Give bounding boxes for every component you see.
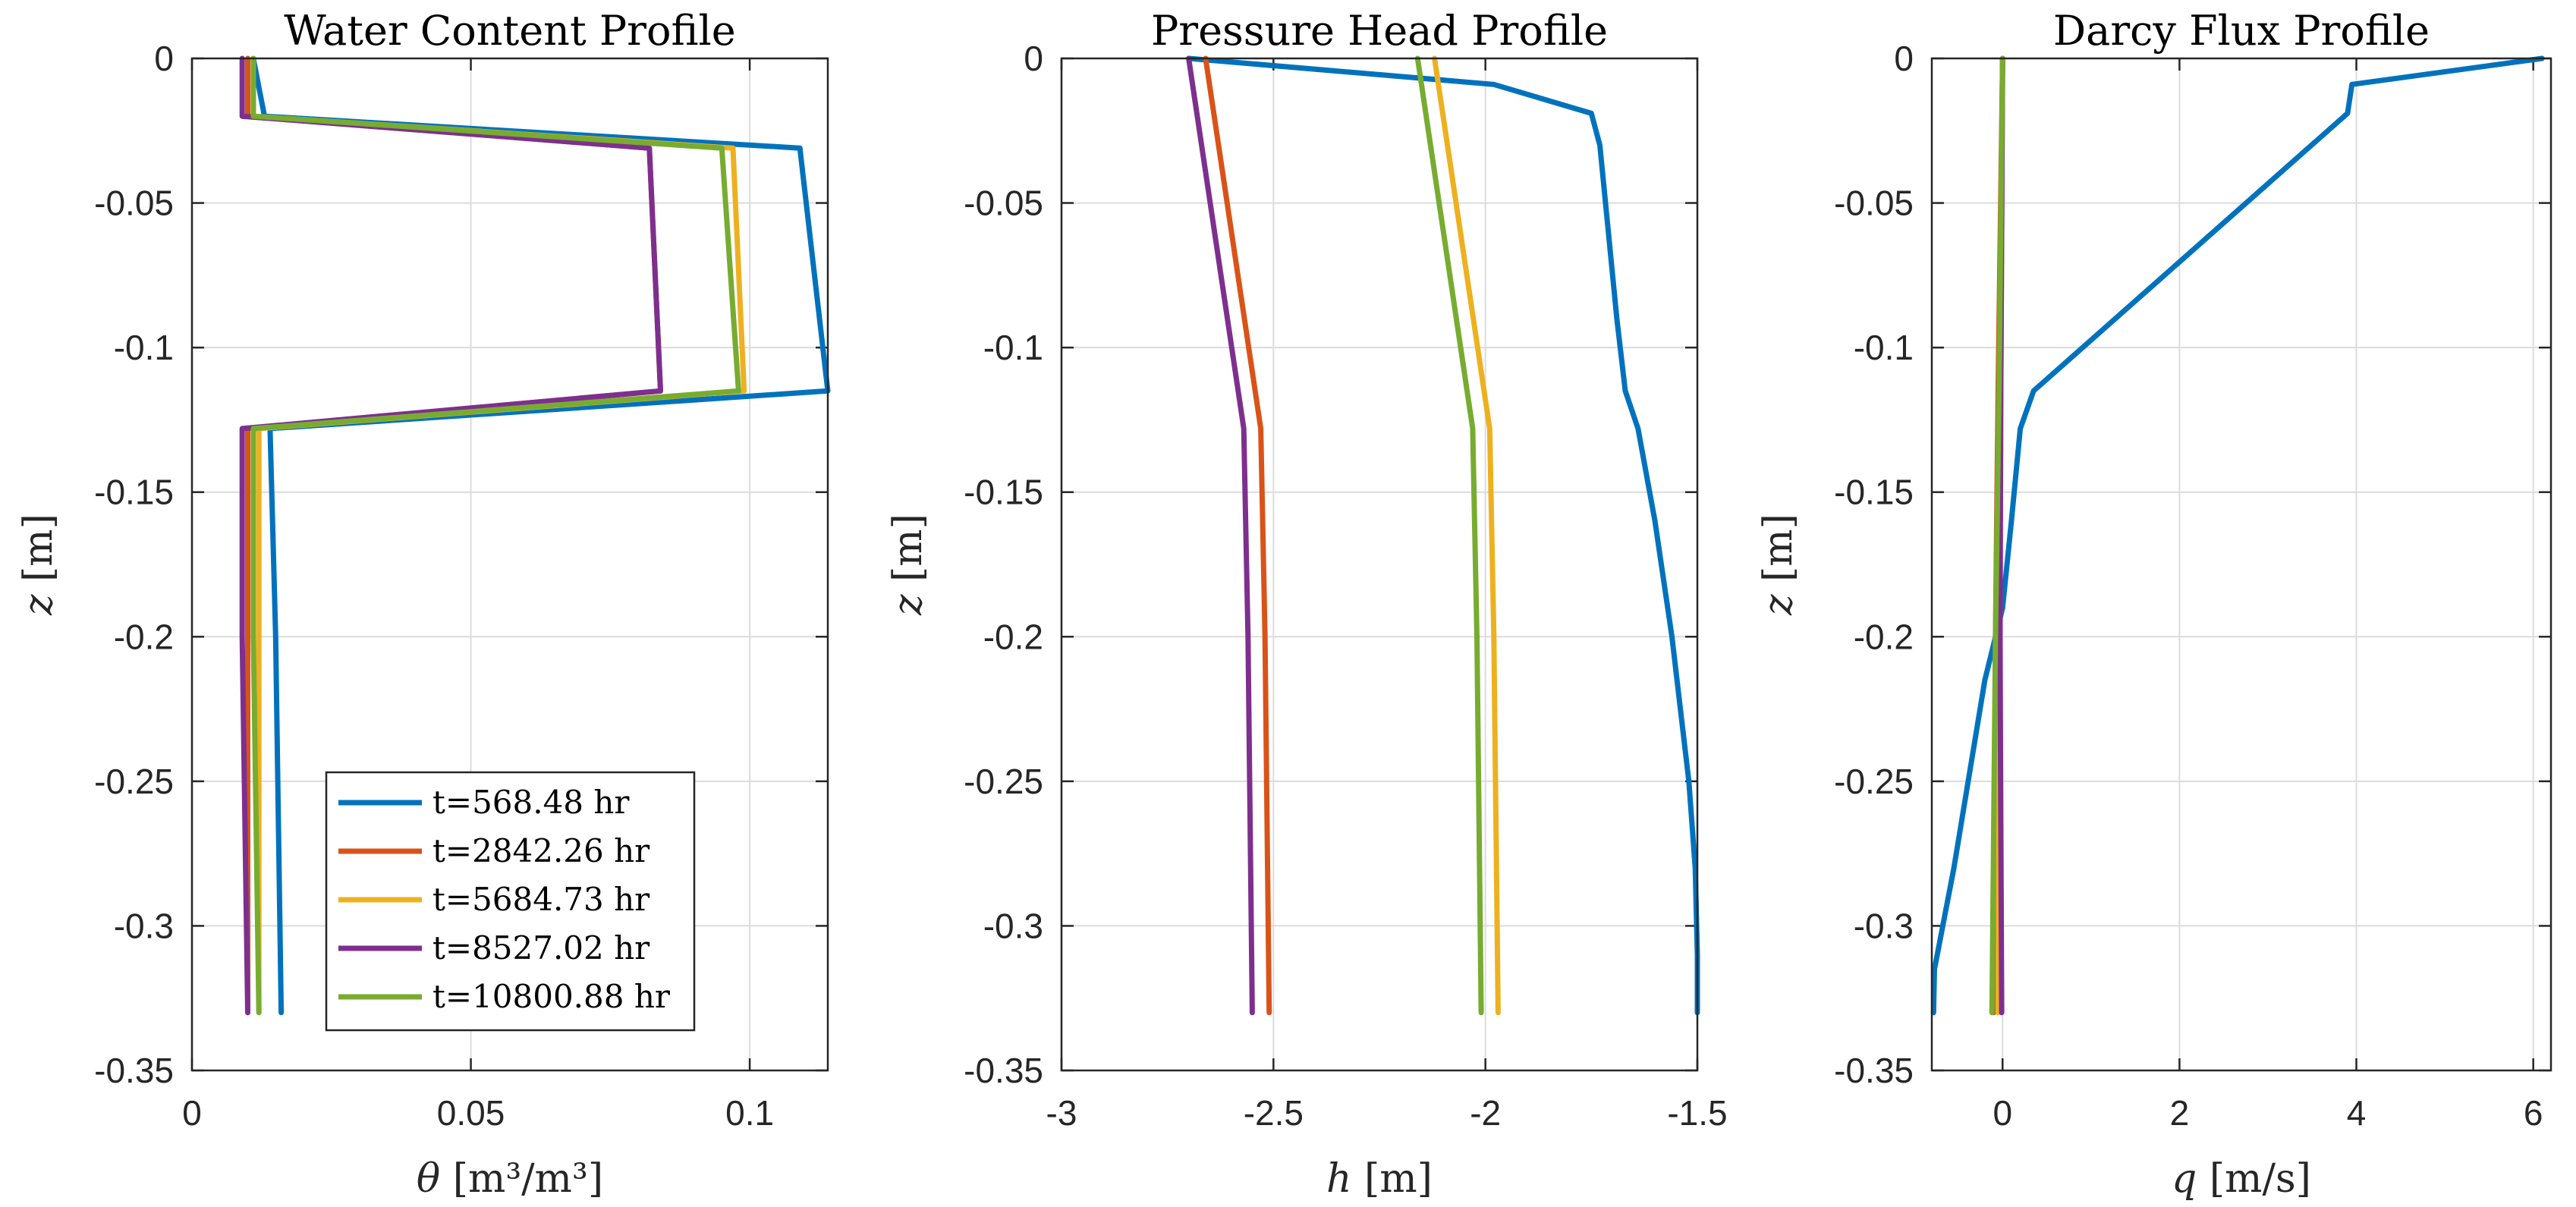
y-tick-label: -0.2 <box>114 617 174 656</box>
y-tick-label: -0.3 <box>983 906 1043 945</box>
x-tick-label: 0.1 <box>725 1093 774 1133</box>
plot-area <box>1932 58 2551 1070</box>
y-axis-label: z [m] <box>1756 514 1801 616</box>
y-tick-label: -0.15 <box>94 473 174 512</box>
chart-title: Pressure Head Profile <box>1151 7 1608 55</box>
y-tick-label: -0.15 <box>1834 473 1914 512</box>
y-tick-label: -0.05 <box>1834 184 1914 223</box>
y-tick-label: 0 <box>1024 39 1043 78</box>
y-axis-label: z [m] <box>885 514 931 616</box>
legend-entry-label: t=568.48 hr <box>432 784 630 821</box>
series-line-4 <box>1186 55 1255 1016</box>
pressure-head-plot: -3 -2.5 -2 -1.5 0 -0.05 -0.1 -0.15 -0.2 -0.25 -0.3… <box>885 7 1728 1202</box>
y-tick-label: -0.1 <box>983 328 1043 367</box>
x-axis-label: θ [m³/m³] <box>417 1156 603 1202</box>
y-tick-label: -0.3 <box>114 906 174 945</box>
y-tick-label: -0.25 <box>964 762 1043 801</box>
chart-title: Darcy Flux Profile <box>2053 7 2430 55</box>
legend-entry-label: t=10800.88 hr <box>432 978 671 1015</box>
y-tick-label: -0.35 <box>964 1051 1043 1090</box>
darcy-flux-plot: 0 2 4 6 0 -0.05 -0.1 -0.15 -0.2 -0.25 -0.3 -0.35 Dar… <box>1756 7 2552 1202</box>
legend: t=568.48 hr t=2842.26 hr t=5684.73 hr t=852… <box>325 771 696 1032</box>
series-line-1 <box>1930 55 2545 1016</box>
axes-frame <box>1930 57 2552 1072</box>
chart-title: Water Content Profile <box>284 7 735 55</box>
series-line-5 <box>1989 55 2005 1016</box>
y-tick-label: -0.1 <box>1854 328 1914 367</box>
x-axis-label: q [m/s] <box>2172 1156 2311 1202</box>
axes-frame <box>1060 57 1699 1072</box>
y-tick-label: -0.25 <box>94 762 174 801</box>
plot-area <box>1062 58 1697 1070</box>
y-tick-label: -0.05 <box>964 184 1043 223</box>
x-tick-label: -2.5 <box>1244 1093 1304 1133</box>
x-tick-label: -1.5 <box>1667 1093 1727 1133</box>
y-tick-label: -0.3 <box>1854 906 1914 945</box>
y-tick-label: -0.05 <box>94 184 174 223</box>
y-axis-label: z [m] <box>16 514 61 616</box>
y-tick-label: -0.25 <box>1834 762 1914 801</box>
x-tick-label: 0.05 <box>437 1093 505 1133</box>
y-tick-label: -0.35 <box>1834 1051 1914 1090</box>
legend-entry-label: t=2842.26 hr <box>432 832 650 869</box>
series-line-5 <box>250 55 741 1016</box>
y-tick-label: -0.1 <box>114 328 174 367</box>
y-tick-label: -0.35 <box>94 1051 174 1090</box>
y-tick-label: -0.2 <box>1854 617 1914 656</box>
series-line-3 <box>1432 55 1501 1016</box>
axes-frame <box>190 57 829 1072</box>
y-tick-label: -0.2 <box>983 617 1043 656</box>
x-tick-label: 0 <box>182 1093 202 1133</box>
y-tick-label: 0 <box>154 39 174 78</box>
series-line-1 <box>1186 55 1700 1016</box>
x-tick-label: 0 <box>1993 1093 2012 1133</box>
series-line-2 <box>1203 55 1272 1016</box>
x-tick-label: 6 <box>2524 1093 2543 1133</box>
x-tick-label: -2 <box>1470 1093 1501 1133</box>
x-tick-label: -3 <box>1046 1093 1077 1133</box>
legend-entry-label: t=8527.02 hr <box>432 929 650 967</box>
y-tick-label: 0 <box>1894 39 1914 78</box>
y-tick-label: -0.15 <box>964 473 1043 512</box>
series-line-5 <box>1414 55 1484 1016</box>
series-line-4 <box>239 55 663 1016</box>
x-tick-label: 4 <box>2347 1093 2367 1133</box>
legend-entry-label: t=5684.73 hr <box>432 881 650 918</box>
series-line-1 <box>250 55 831 1016</box>
x-tick-label: 2 <box>2170 1093 2190 1133</box>
x-axis-label: h [m] <box>1326 1156 1433 1202</box>
